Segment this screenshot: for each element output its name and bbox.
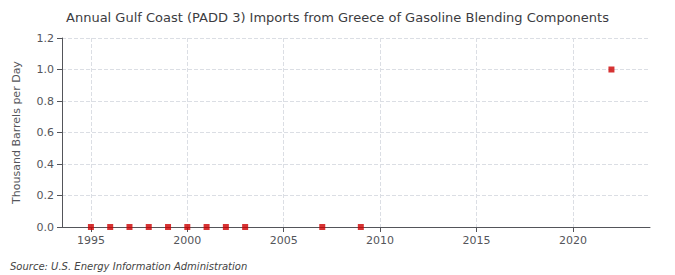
svg-text:2005: 2005 [270, 234, 298, 247]
svg-text:0.0: 0.0 [37, 221, 55, 234]
svg-text:2000: 2000 [173, 234, 201, 247]
svg-text:0.6: 0.6 [37, 126, 55, 139]
svg-text:1.0: 1.0 [37, 63, 55, 76]
svg-text:Source: U.S. Energy Informatio: Source: U.S. Energy Information Administ… [10, 261, 247, 272]
svg-text:0.4: 0.4 [37, 158, 55, 171]
svg-text:0.8: 0.8 [37, 95, 55, 108]
svg-text:2020: 2020 [559, 234, 587, 247]
svg-text:2010: 2010 [366, 234, 394, 247]
svg-text:1995: 1995 [77, 234, 105, 247]
svg-text:Annual Gulf Coast (PADD 3) Imp: Annual Gulf Coast (PADD 3) Imports from … [66, 10, 609, 25]
svg-text:1.2: 1.2 [37, 32, 55, 45]
svg-text:0.2: 0.2 [37, 189, 55, 202]
svg-text:Thousand Barrels per Day: Thousand Barrels per Day [10, 61, 23, 205]
svg-text:2015: 2015 [462, 234, 490, 247]
